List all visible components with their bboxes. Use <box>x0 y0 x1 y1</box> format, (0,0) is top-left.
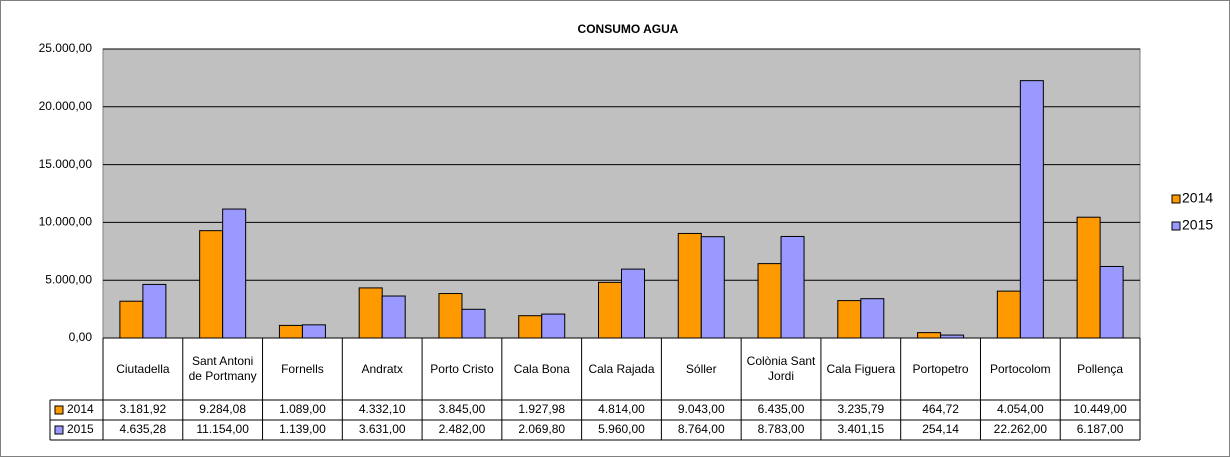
bar <box>199 230 224 339</box>
category-cell: Cala Bona <box>513 361 570 376</box>
bar <box>917 332 942 339</box>
category-cell: Colònia Sant Jordi <box>746 354 816 383</box>
y-tick-label: 5.000,00 <box>45 272 92 286</box>
table-value: 3.181,92 <box>120 402 167 416</box>
category-cell: Cala Figuera <box>826 361 896 376</box>
bar <box>358 287 383 339</box>
table-value: 10.449,00 <box>1073 402 1127 416</box>
x-tick-label: Colònia Sant Jordi <box>746 354 816 383</box>
table-legend-key <box>54 425 64 435</box>
table-value: 2.482,00 <box>439 422 486 436</box>
bar <box>119 300 144 339</box>
bar <box>142 283 167 339</box>
bar <box>518 315 543 339</box>
table-value: 8.783,00 <box>758 422 805 436</box>
table-value: 3.631,00 <box>359 422 406 436</box>
category-cell: Andratx <box>361 361 403 376</box>
category-cell: Porto Cristo <box>430 361 494 376</box>
x-tick-label: Cala Rajada <box>588 361 655 376</box>
table-value: 9.284,08 <box>199 402 246 416</box>
chart-title: CONSUMO AGUA <box>578 22 679 36</box>
legend-label: 2014 <box>1182 190 1213 206</box>
y-tick-label: 10.000,00 <box>39 215 93 229</box>
table-value: 3.401,15 <box>837 422 884 436</box>
y-tick-label: 25.000,00 <box>39 41 93 55</box>
y-tick-label: 20.000,00 <box>39 99 93 113</box>
table-value: 464,72 <box>922 402 959 416</box>
bar <box>700 236 725 339</box>
bar <box>860 298 885 339</box>
table-value: 9.043,00 <box>678 402 725 416</box>
bar <box>1076 216 1101 339</box>
legend-label: 2015 <box>1182 217 1213 233</box>
table-value: 1.927,98 <box>518 402 565 416</box>
table-value: 1.089,00 <box>279 402 326 416</box>
table-value: 22.262,00 <box>994 422 1048 436</box>
bar <box>222 208 247 339</box>
x-tick-label: Cala Bona <box>513 361 570 376</box>
table-value: 6.435,00 <box>758 402 805 416</box>
table-value: 4.054,00 <box>997 402 1044 416</box>
table-value: 4.635,28 <box>120 422 167 436</box>
category-cell: Ciutadella <box>116 361 170 376</box>
bar <box>757 263 782 339</box>
x-tick-label: Fornells <box>281 361 324 376</box>
bar <box>1099 265 1124 339</box>
table-legend-key <box>54 405 64 415</box>
bar <box>438 293 463 339</box>
bar <box>837 300 862 339</box>
table-value: 2.069,80 <box>518 422 565 436</box>
category-cell: Sóller <box>685 361 717 376</box>
legend-key <box>1171 194 1181 204</box>
table-value: 4.814,00 <box>598 402 645 416</box>
y-tick-label: 0,00 <box>69 330 93 344</box>
table-value: 11.154,00 <box>196 422 249 436</box>
bar <box>461 308 486 339</box>
category-cell: Portopetro <box>912 361 969 376</box>
table-value: 3.845,00 <box>439 402 486 416</box>
category-cell: Cala Rajada <box>588 361 655 376</box>
bar <box>780 235 805 339</box>
bar <box>598 281 622 339</box>
category-cell: Fornells <box>281 361 324 376</box>
bar <box>1019 80 1044 339</box>
table-value: 254,14 <box>922 422 959 436</box>
x-tick-label: Sant Antoni de Portmany <box>188 354 257 383</box>
x-tick-label: Porto Cristo <box>430 361 494 376</box>
table-series-label: 2014 <box>67 402 94 416</box>
bar <box>381 295 406 339</box>
x-tick-label: Portopetro <box>912 361 969 376</box>
x-tick-label: Cala Figuera <box>826 361 896 376</box>
table-value: 8.764,00 <box>678 422 725 436</box>
bar <box>301 324 326 339</box>
y-tick-label: 15.000,00 <box>39 157 93 171</box>
x-tick-label: Sóller <box>685 361 717 376</box>
table-value: 1.139,00 <box>279 422 326 436</box>
legend-key <box>1171 221 1181 231</box>
table-value: 4.332,10 <box>359 402 406 416</box>
bar <box>677 232 702 339</box>
bar <box>278 324 303 339</box>
category-cell: Sant Antoni de Portmany <box>188 354 257 383</box>
table-value: 6.187,00 <box>1077 422 1124 436</box>
table-series-label: 2015 <box>67 422 94 436</box>
bar <box>621 268 645 339</box>
table-value: 3.235,79 <box>837 402 884 416</box>
bar <box>940 334 965 339</box>
x-tick-label: Andratx <box>361 361 403 376</box>
category-cell: Portocolom <box>989 361 1051 376</box>
bar <box>996 290 1021 339</box>
category-cell: Pollença <box>1077 361 1124 376</box>
table-value: 5.960,00 <box>598 422 645 436</box>
x-tick-label: Pollença <box>1077 361 1124 376</box>
bar <box>541 313 566 339</box>
x-tick-label: Ciutadella <box>116 361 170 376</box>
x-tick-label: Portocolom <box>989 361 1051 376</box>
